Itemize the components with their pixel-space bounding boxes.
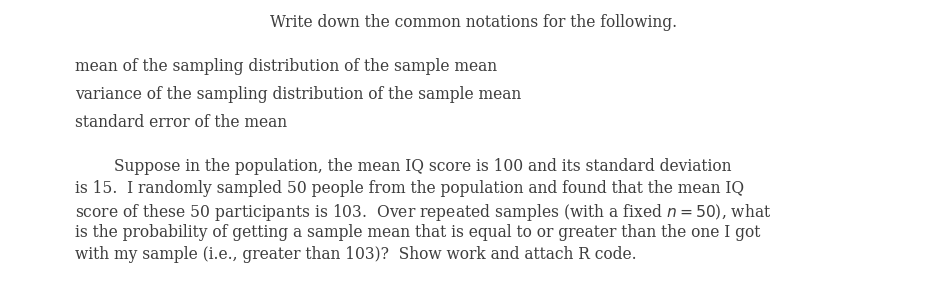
Text: is the probability of getting a sample mean that is equal to or greater than the: is the probability of getting a sample m… <box>75 224 760 241</box>
Text: is 15.  I randomly sampled 50 people from the population and found that the mean: is 15. I randomly sampled 50 people from… <box>75 180 744 197</box>
Text: mean of the sampling distribution of the sample mean: mean of the sampling distribution of the… <box>75 58 497 75</box>
Text: standard error of the mean: standard error of the mean <box>75 114 287 131</box>
Text: Write down the common notations for the following.: Write down the common notations for the … <box>270 14 678 31</box>
Text: with my sample (i.e., greater than 103)?  Show work and attach R code.: with my sample (i.e., greater than 103)?… <box>75 246 637 263</box>
Text: variance of the sampling distribution of the sample mean: variance of the sampling distribution of… <box>75 86 521 103</box>
Text: Suppose in the population, the mean IQ score is 100 and its standard deviation: Suppose in the population, the mean IQ s… <box>75 158 732 175</box>
Text: score of these 50 participants is 103.  Over repeated samples (with a fixed $n =: score of these 50 participants is 103. O… <box>75 202 772 223</box>
